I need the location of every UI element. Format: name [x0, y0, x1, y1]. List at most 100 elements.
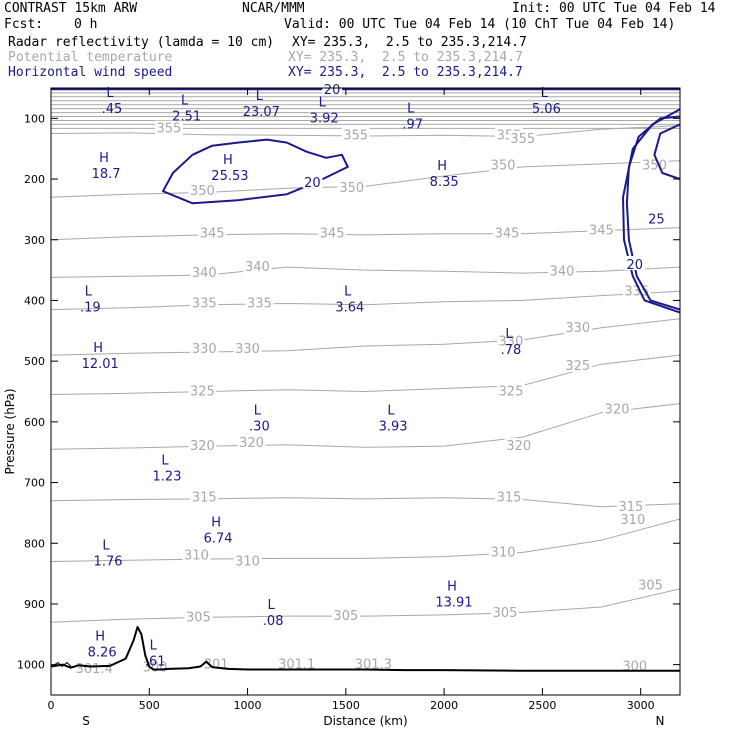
theta-contour-line — [51, 588, 680, 623]
theta-contour-label: 300 — [622, 659, 647, 674]
theta-contour-label: 305 — [186, 610, 211, 625]
theta-label-mask — [182, 547, 211, 562]
wind-contour-label: 20 — [304, 176, 321, 191]
theta-label-mask — [496, 383, 525, 398]
theta-label-mask — [636, 577, 665, 592]
wind-label-mask — [302, 174, 323, 189]
field-reflectivity-xy: XY= 235.3, 2.5 to 235.3,214.7 — [292, 35, 527, 50]
theta-contour-label: 310 — [491, 545, 516, 560]
theta-label-mask — [233, 341, 262, 356]
theta-label-mask — [351, 656, 396, 671]
theta-contour-line — [51, 227, 680, 241]
wind-extremum-value: .45 — [102, 102, 123, 117]
theta-label-mask — [603, 401, 632, 416]
theta-label-mask — [188, 438, 217, 453]
wind-extremum-value: .08 — [263, 614, 284, 629]
wind-extremum-type: H — [211, 515, 221, 530]
wind-contour-label: 20 — [627, 258, 644, 273]
wind-extremum-value: .78 — [501, 343, 522, 358]
wind-extremum-value: 8.26 — [88, 645, 117, 660]
theta-label-mask — [274, 656, 319, 671]
wind-extremum-value: 8.35 — [430, 175, 459, 190]
field-wind-xy: XY= 235.3, 2.5 to 235.3,214.7 — [288, 65, 523, 80]
x-tick-label: 1500 — [332, 699, 360, 712]
wind-extremum-value: 12.01 — [82, 357, 119, 372]
theta-contour-label: 340 — [192, 266, 217, 281]
valid-time: Valid: 00 UTC Tue 04 Feb 14 (10 ChT Tue … — [284, 17, 676, 32]
wind-extremum-value: .19 — [80, 301, 101, 316]
x-axis-label: Distance (km) — [323, 714, 407, 728]
theta-contour-label: 325 — [190, 385, 215, 400]
theta-label-mask — [548, 263, 577, 278]
wind-extremum-value: 3.92 — [310, 111, 339, 126]
theta-label-mask — [184, 609, 213, 624]
y-tick-label: 900 — [24, 598, 45, 611]
theta-contour-label: 310 — [235, 554, 260, 569]
theta-label-mask — [154, 120, 183, 135]
organization-label: NCAR/MMM — [242, 1, 305, 16]
theta-contour-label: 305 — [333, 609, 358, 624]
x-tick-label: 0 — [48, 699, 55, 712]
wind-extremum-type: H — [437, 159, 447, 174]
theta-contour-line — [51, 403, 680, 450]
theta-label-mask — [616, 498, 645, 513]
wind-extremum-value: .97 — [402, 117, 423, 132]
wind-extremum-value: 25.53 — [211, 169, 248, 184]
field-theta-xy: XY= 235.3, 2.5 to 235.3,214.7 — [288, 50, 523, 65]
wind-extremum-value: 2.51 — [172, 109, 201, 124]
theta-label-mask — [331, 608, 360, 623]
wind-extremum-type: L — [344, 285, 352, 300]
theta-label-mask — [563, 358, 592, 373]
theta-contour-label: 305 — [493, 606, 518, 621]
y-axis-label: Pressure (hPa) — [3, 388, 17, 474]
theta-label-mask — [188, 383, 217, 398]
wind-extremum-type: L — [150, 639, 158, 654]
y-tick-label: 300 — [24, 234, 45, 247]
theta-label-mask — [494, 489, 523, 504]
theta-contour-line — [51, 266, 680, 278]
theta-contour-label: 345 — [589, 224, 614, 239]
theta-contour-label: 335 — [192, 296, 217, 311]
forecast-label: Fcst: — [4, 17, 44, 32]
wind-extremum-type: L — [181, 93, 189, 108]
wind-extremum-value: .30 — [249, 420, 270, 435]
wind-extremum-value: 1.23 — [153, 469, 182, 484]
theta-label-mask — [341, 127, 370, 142]
theta-contour-label: 320 — [239, 436, 264, 451]
wind-extremum-type: L — [102, 538, 110, 553]
init-time: Init: 00 UTC Tue 04 Feb 14 — [512, 1, 716, 16]
field-reflectivity-name: Radar reflectivity (lamda = 10 cm) — [8, 35, 275, 50]
theta-contour-label: 340 — [550, 264, 575, 279]
wind-extremum-value: 1.76 — [94, 554, 123, 569]
surface-marker — [51, 661, 72, 668]
theta-contour-label: 350 — [339, 181, 364, 196]
x-tick-label: 3000 — [627, 699, 655, 712]
theta-contour-label: 345 — [200, 227, 225, 242]
theta-label-mask — [237, 435, 266, 450]
wind-extremum-type: H — [99, 151, 109, 166]
theta-contour-label: 355 — [157, 122, 182, 137]
theta-contour-label: 320 — [190, 439, 215, 454]
y-tick-label: 500 — [24, 355, 45, 368]
theta-label-mask — [587, 222, 616, 237]
theta-label-mask — [618, 512, 647, 527]
theta-contour-label: 355 — [510, 132, 535, 147]
theta-contour-label: 315 — [192, 491, 217, 506]
theta-label-mask — [190, 489, 219, 504]
theta-label-mask — [491, 605, 520, 620]
x-tick-label: 2000 — [430, 699, 458, 712]
theta-label-mask — [489, 157, 518, 172]
theta-label-mask — [496, 333, 525, 348]
theta-contour-label: 315 — [497, 491, 522, 506]
plot-frame — [50, 87, 681, 696]
y-tick-label: 400 — [24, 294, 45, 307]
theta-contour-label: 310 — [184, 548, 209, 563]
theta-label-mask — [620, 658, 649, 673]
wind-extremum-value: 3.64 — [335, 301, 364, 316]
theta-label-mask — [640, 157, 669, 172]
x-end-label-right: N — [656, 714, 665, 728]
theta-contour-line — [51, 518, 680, 562]
theta-label-mask — [198, 225, 227, 240]
